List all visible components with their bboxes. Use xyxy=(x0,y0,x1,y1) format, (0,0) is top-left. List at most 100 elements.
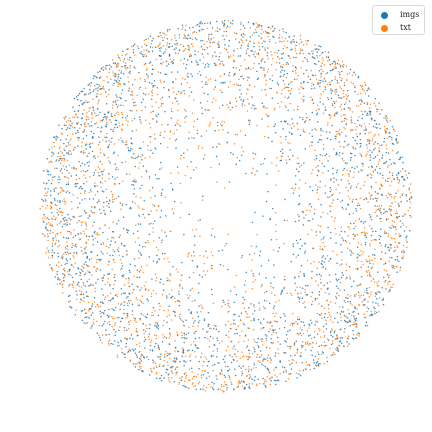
scatter-point-imgs xyxy=(262,326,265,329)
scatter-point-txt xyxy=(371,140,373,142)
scatter-point-imgs xyxy=(190,55,193,57)
scatter-point-imgs xyxy=(63,269,66,272)
scatter-point-txt xyxy=(277,102,279,105)
scatter-point-imgs xyxy=(142,245,144,248)
scatter-point-imgs xyxy=(217,46,220,48)
scatter-point-imgs xyxy=(48,218,50,221)
scatter-point-txt xyxy=(168,261,170,263)
scatter-point-txt xyxy=(191,383,194,385)
scatter-point-imgs xyxy=(333,177,335,179)
scatter-point-txt xyxy=(343,81,346,84)
scatter-point-txt xyxy=(96,233,99,236)
scatter-point-txt xyxy=(186,149,189,151)
scatter-point-imgs xyxy=(336,292,338,295)
scatter-point-txt xyxy=(243,59,246,61)
scatter-point-imgs xyxy=(211,27,214,29)
scatter-point-txt xyxy=(121,54,123,56)
scatter-point-txt xyxy=(275,68,277,71)
scatter-point-imgs xyxy=(78,220,80,222)
scatter-point-imgs xyxy=(337,287,339,290)
scatter-point-imgs xyxy=(172,360,175,362)
scatter-point-txt xyxy=(240,21,242,23)
scatter-point-imgs xyxy=(308,118,311,121)
scatter-point-txt xyxy=(369,275,371,277)
scatter-point-txt xyxy=(367,140,369,142)
scatter-point-txt xyxy=(97,171,100,174)
scatter-point-imgs xyxy=(213,343,215,346)
scatter-point-txt xyxy=(134,319,136,322)
scatter-point-imgs xyxy=(367,95,370,97)
scatter-point-imgs xyxy=(348,319,351,321)
scatter-point-txt xyxy=(135,321,137,323)
scatter-point-imgs xyxy=(192,26,194,29)
scatter-point-imgs xyxy=(336,152,338,155)
scatter-point-imgs xyxy=(110,113,113,115)
scatter-point-imgs xyxy=(154,138,156,140)
scatter-point-imgs xyxy=(77,110,79,112)
scatter-point-imgs xyxy=(202,360,205,363)
scatter-point-txt xyxy=(151,94,153,97)
scatter-point-imgs xyxy=(124,356,126,359)
scatter-point-txt xyxy=(111,194,114,196)
scatter-point-imgs xyxy=(314,323,316,326)
scatter-point-txt xyxy=(321,57,324,59)
scatter-point-imgs xyxy=(57,214,60,216)
scatter-point-imgs xyxy=(110,240,112,242)
scatter-point-txt xyxy=(289,57,291,59)
scatter-point-txt xyxy=(171,208,173,210)
scatter-point-txt xyxy=(393,237,396,240)
scatter-point-txt xyxy=(267,125,269,128)
scatter-point-txt xyxy=(279,106,281,108)
scatter-point-imgs xyxy=(301,245,303,247)
scatter-point-imgs xyxy=(233,359,235,361)
scatter-point-imgs xyxy=(90,251,92,253)
scatter-point-imgs xyxy=(140,254,143,256)
scatter-point-imgs xyxy=(188,349,190,351)
scatter-point-imgs xyxy=(123,353,125,355)
scatter-point-txt xyxy=(106,64,109,67)
scatter-point-imgs xyxy=(349,325,351,327)
scatter-point-txt xyxy=(253,62,255,65)
scatter-point-imgs xyxy=(80,151,82,153)
scatter-point-imgs xyxy=(116,96,118,98)
scatter-point-imgs xyxy=(65,219,67,221)
scatter-point-txt xyxy=(298,52,301,54)
scatter-point-imgs xyxy=(356,204,359,207)
scatter-point-txt xyxy=(62,165,64,167)
scatter-point-txt xyxy=(111,268,113,271)
scatter-point-txt xyxy=(308,363,310,366)
scatter-point-txt xyxy=(191,38,194,40)
scatter-point-txt xyxy=(366,274,369,277)
scatter-point-txt xyxy=(120,92,123,95)
scatter-point-imgs xyxy=(269,357,271,359)
scatter-point-imgs xyxy=(225,384,228,386)
scatter-point-txt xyxy=(46,233,49,235)
scatter-point-txt xyxy=(295,372,298,374)
scatter-point-imgs xyxy=(313,212,316,215)
scatter-point-txt xyxy=(262,359,264,362)
scatter-point-txt xyxy=(184,338,186,340)
scatter-point-txt xyxy=(101,342,103,344)
scatter-point-txt xyxy=(349,108,351,111)
scatter-point-imgs xyxy=(127,146,129,149)
scatter-point-txt xyxy=(130,334,133,336)
scatter-point-txt xyxy=(346,345,349,347)
scatter-point-imgs xyxy=(387,246,390,249)
scatter-point-txt xyxy=(148,122,151,125)
scatter-point-imgs xyxy=(385,288,387,290)
scatter-point-txt xyxy=(326,124,329,126)
scatter-point-txt xyxy=(162,102,164,105)
scatter-point-txt xyxy=(204,356,207,358)
scatter-point-txt xyxy=(330,215,333,218)
scatter-point-imgs xyxy=(371,117,373,120)
scatter-point-imgs xyxy=(114,331,117,333)
scatter-point-imgs xyxy=(290,41,292,43)
scatter-point-imgs xyxy=(347,143,350,146)
scatter-point-txt xyxy=(319,186,321,189)
scatter-point-txt xyxy=(242,381,245,384)
scatter-point-txt xyxy=(335,348,337,350)
scatter-point-txt xyxy=(51,147,53,149)
scatter-point-txt xyxy=(229,26,231,28)
scatter-point-txt xyxy=(326,96,329,99)
scatter-point-imgs xyxy=(287,86,289,89)
